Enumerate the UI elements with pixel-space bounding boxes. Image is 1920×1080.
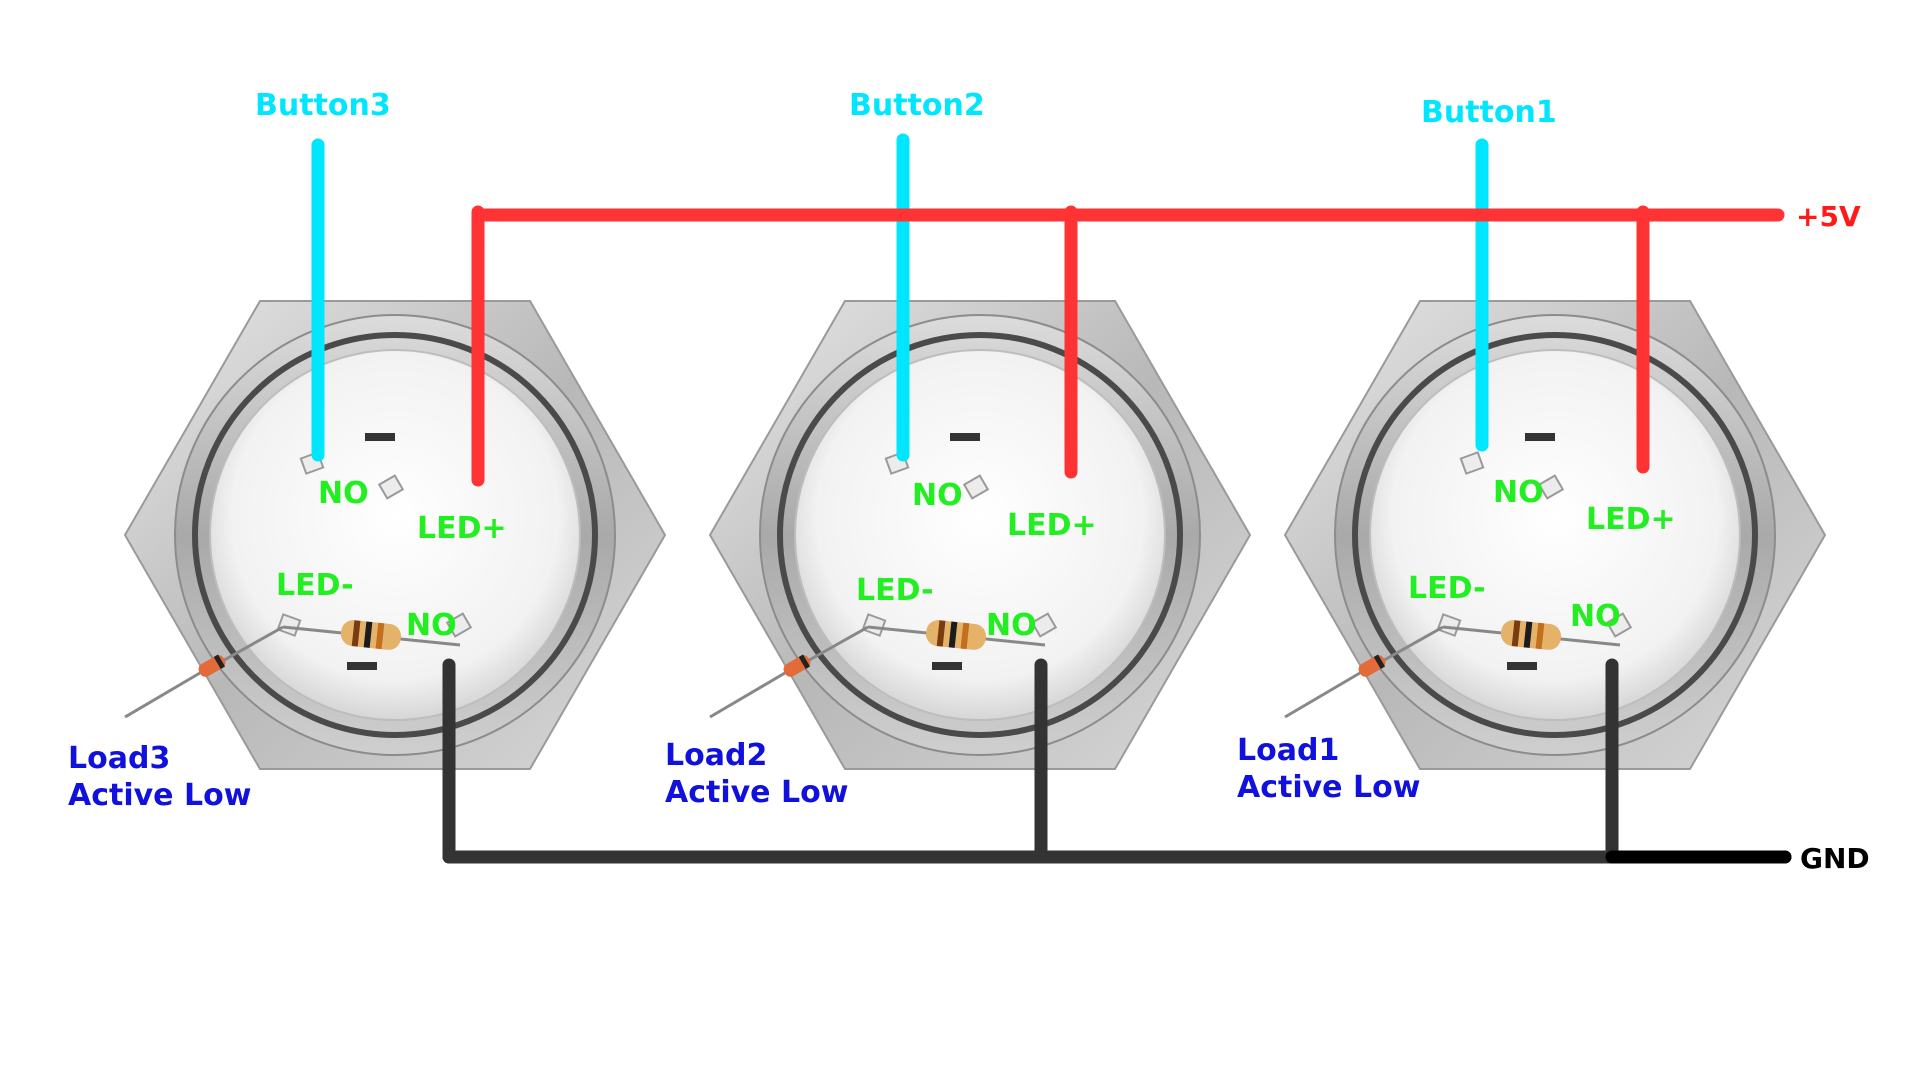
diode-lead-outer: [1284, 668, 1366, 719]
face-mark-top: [365, 433, 395, 441]
pin-label-led-minus-1: LED-: [1408, 571, 1486, 606]
button-label-3: Button3: [255, 88, 391, 123]
load-mode-3: Active Low: [68, 778, 251, 813]
pin-no-bottom-icon: [1605, 612, 1633, 638]
pin-label-no-top-2: NO: [912, 478, 963, 513]
pin-label-led-plus-1: LED+: [1586, 502, 1676, 537]
pin-label-led-plus-2: LED+: [1007, 508, 1097, 543]
pin-label-led-minus-2: LED-: [856, 573, 934, 608]
button-label-1: Button1: [1421, 95, 1557, 130]
pin-label-led-minus-3: LED-: [276, 568, 354, 603]
button-face: [1369, 349, 1741, 721]
pin-label-no-top-3: NO: [318, 476, 369, 511]
face-mark-bottom: [1507, 662, 1537, 670]
diode-lead-outer: [124, 668, 206, 719]
pin-no-bottom-icon: [1030, 612, 1058, 638]
seal-ring: [777, 332, 1183, 738]
diode-lead-inner: [218, 625, 284, 665]
switch-body-3: [123, 300, 667, 770]
button-face: [209, 349, 581, 721]
gnd-label: GND: [1800, 842, 1870, 875]
load-mode-1: Active Low: [1237, 770, 1420, 805]
pin-led-plus-icon: [962, 474, 990, 500]
resistor-icon: [340, 620, 402, 650]
face-mark-bottom: [347, 662, 377, 670]
button-label-2: Button2: [849, 88, 985, 123]
diode-lead-inner: [1378, 625, 1444, 665]
resistor-icon: [1500, 620, 1562, 650]
seal-ring: [192, 332, 598, 738]
switch-body-1: [1283, 300, 1827, 770]
face-mark-bottom: [932, 662, 962, 670]
seal-ring: [1352, 332, 1758, 738]
switch-group-2: Button2 NO LED+ LED- NO Load2 Active Low: [665, 88, 1252, 864]
pin-no-bottom-icon: [445, 612, 473, 638]
pin-label-no-bottom-1: NO: [1570, 599, 1621, 634]
resistor-icon: [925, 620, 987, 650]
pin-led-plus-icon: [1537, 474, 1565, 500]
button-face: [794, 349, 1166, 721]
diode-icon: [1358, 654, 1386, 677]
pin-label-no-top-1: NO: [1493, 475, 1544, 510]
pin-label-no-bottom-3: NO: [406, 608, 457, 643]
load-title-3: Load3: [68, 741, 170, 776]
face-mark-top: [1525, 433, 1555, 441]
switch-group-3: Button3 NO LED+ LED- NO Load3 Active Low: [68, 88, 667, 864]
switch-body-2: [708, 300, 1252, 770]
face-mark-top: [950, 433, 980, 441]
load-title-1: Load1: [1237, 733, 1339, 768]
vcc-label: +5V: [1796, 200, 1861, 233]
diode-lead-inner: [803, 625, 869, 665]
load-mode-2: Active Low: [665, 775, 848, 810]
pin-no-top-icon: [1459, 451, 1485, 475]
gnd-rail: GND: [442, 842, 1870, 875]
switch-group-1: Button1 NO LED+ LED- NO Load1 Active Low: [1237, 95, 1827, 864]
pin-label-no-bottom-2: NO: [986, 608, 1037, 643]
pin-label-led-plus-3: LED+: [417, 511, 507, 546]
diode-lead-outer: [709, 668, 791, 719]
diode-icon: [783, 654, 811, 677]
diode-icon: [198, 654, 226, 677]
load-title-2: Load2: [665, 738, 767, 773]
vcc-rail: +5V: [471, 200, 1861, 247]
pin-led-plus-icon: [377, 474, 405, 500]
